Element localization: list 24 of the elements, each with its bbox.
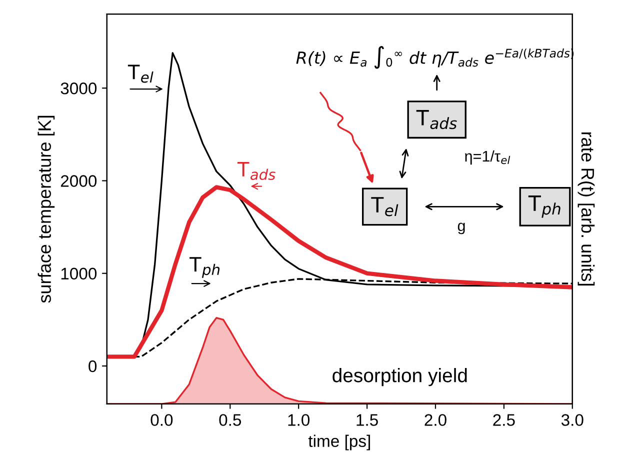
x-tick-label: 1.0 [288, 414, 310, 426]
annotation: g [458, 222, 465, 234]
x-tick-label: 0.0 [150, 414, 173, 426]
annotation: T$_{ads}$ [237, 162, 276, 180]
x-tick-label: 2.0 [424, 414, 446, 426]
x-tick-label: 3.0 [561, 414, 584, 426]
y-tick-label: 0 [88, 360, 97, 372]
annotation: T$_{el}$ [128, 64, 154, 83]
y2-axis-title: rate R(t) [arb. units] [578, 132, 595, 286]
x-tick-label: 2.5 [493, 414, 515, 426]
y-tick-label: 2000 [60, 175, 97, 187]
x-tick-label: 0.5 [219, 414, 242, 426]
annotation: T$_{ph}$ [528, 196, 560, 218]
x-tick-label: 1.5 [356, 414, 378, 426]
y-axis-title: surface temperature [K] [38, 116, 55, 303]
annotation: T$_{el}$ [371, 197, 398, 216]
x-axis-title: time [ps] [308, 434, 370, 450]
annotation: T$_{ads}$ [416, 110, 457, 130]
annotation: η=1/τ$_{el}$ [465, 150, 510, 165]
annotation: desorption yield [332, 368, 467, 386]
y-tick-label: 1000 [61, 268, 97, 280]
line-series [106, 185, 572, 359]
annotation: T$_{ph}$ [190, 257, 220, 278]
y-tick-label: 3000 [60, 82, 97, 94]
